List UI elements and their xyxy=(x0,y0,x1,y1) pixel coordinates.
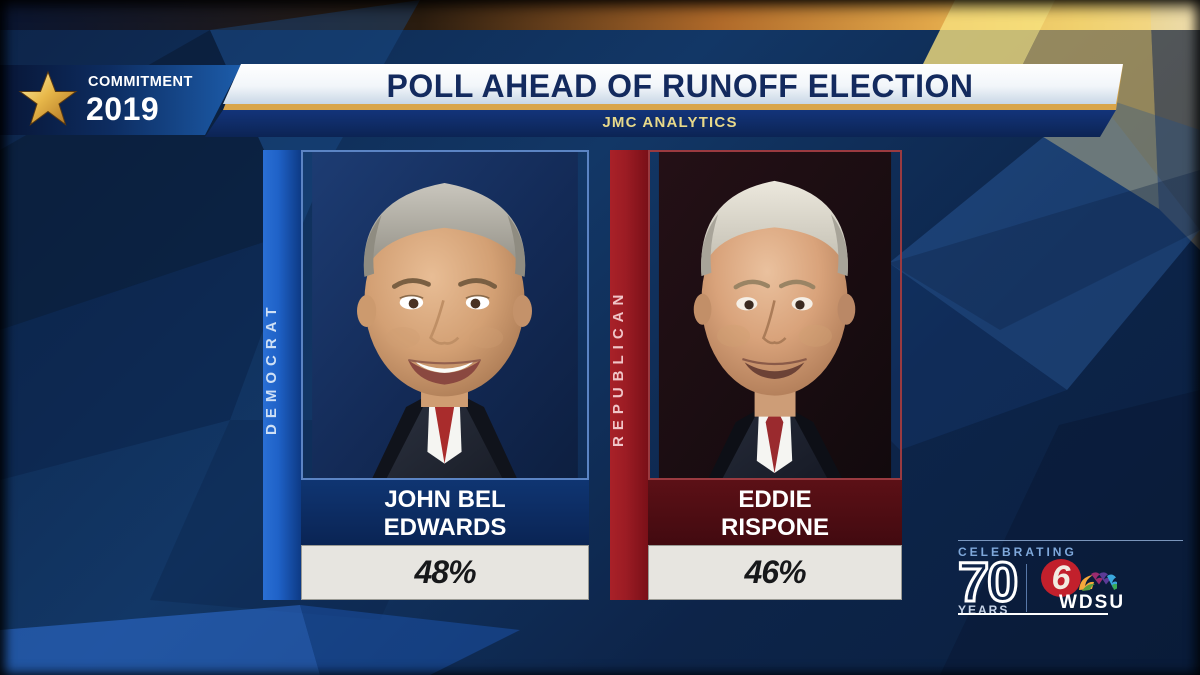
svg-text:JMC ANALYTICS: JMC ANALYTICS xyxy=(602,114,737,131)
svg-text:POLL AHEAD OF RUNOFF ELECTION: POLL AHEAD OF RUNOFF ELECTION xyxy=(387,68,974,104)
